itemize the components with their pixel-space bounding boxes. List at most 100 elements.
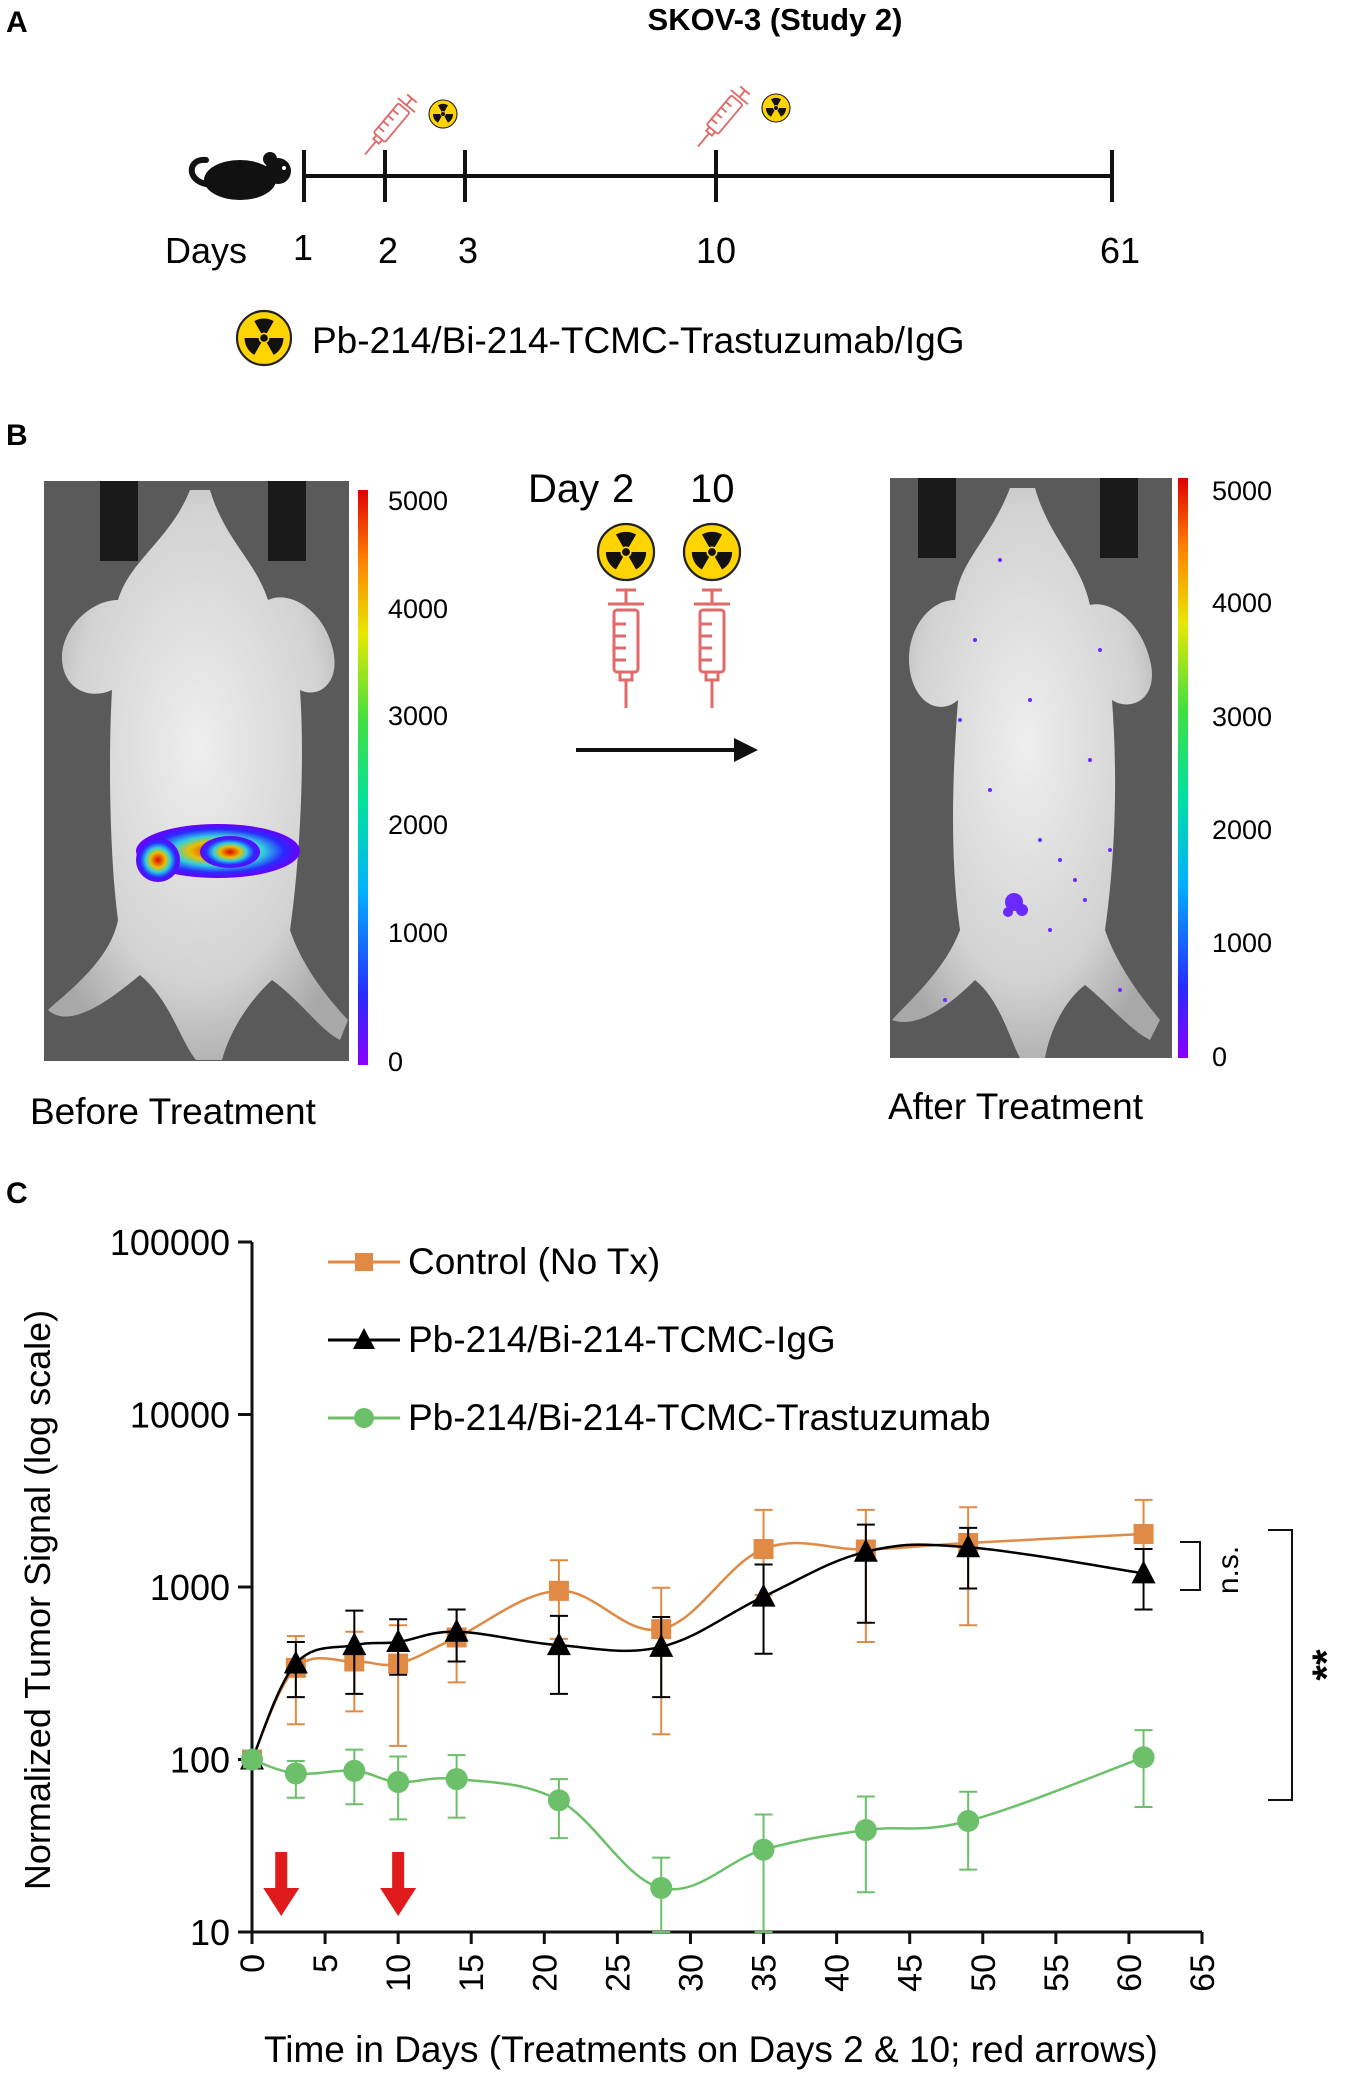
y-tick-label: 10000 <box>130 1395 230 1436</box>
data-point <box>548 1580 569 1601</box>
syringe-icon <box>606 588 646 710</box>
colorbar-label: 0 <box>388 1047 403 1077</box>
after-treatment-image <box>890 478 1172 1058</box>
data-point <box>1131 1560 1156 1584</box>
colorbar-label: 4000 <box>388 594 448 624</box>
x-tick-label: 35 <box>746 1954 784 1992</box>
x-tick-label: 15 <box>453 1954 491 1992</box>
x-tick-label: 0 <box>234 1954 272 1973</box>
plot-area: 10 100 1000 10000 100000 0 5 10 15 20 25 30 35 40 45 5… <box>110 1222 1222 1992</box>
panel-b: B 5000 4000 3000 2000 1000 0 Before Trea… <box>6 419 1272 1132</box>
radiation-icon <box>429 100 457 128</box>
treatment-arrow <box>275 1852 288 1894</box>
x-tick-label: 60 <box>1111 1954 1149 1992</box>
y-tick-label: 10 <box>190 1912 230 1953</box>
colorbar-label: 3000 <box>388 701 448 731</box>
panel-a-label: A <box>6 6 28 39</box>
treatment-arrow <box>392 1852 405 1894</box>
data-point <box>956 1534 981 1558</box>
series-triangle <box>240 1523 1156 1770</box>
data-point <box>752 1838 775 1861</box>
day-label: 1 <box>293 227 313 268</box>
treatment-schedule: Day 2 10 <box>528 467 758 762</box>
tumor-signal <box>200 836 260 868</box>
data-point <box>546 1632 571 1656</box>
x-tick-label: 55 <box>1038 1954 1076 1992</box>
timeline <box>302 150 1114 202</box>
x-tick-label: 20 <box>526 1954 564 1992</box>
x-tick-label: 45 <box>892 1954 930 1992</box>
tumor-signal <box>136 838 180 882</box>
panel-a: A SKOV-3 (Study 2) Days 1 2 3 10 61 <box>6 2 1140 365</box>
colorbar-label: 5000 <box>1212 476 1272 506</box>
data-point <box>1133 1523 1154 1544</box>
significance-double-star: ** <box>1268 1529 1349 1801</box>
treatment-arrow-head <box>380 1888 417 1916</box>
data-point <box>853 1538 878 1562</box>
significance-ns: n.s. <box>1180 1541 1245 1594</box>
data-point <box>444 1618 469 1642</box>
radiation-icon <box>598 524 654 580</box>
data-point <box>283 1650 308 1674</box>
before-colorbar: 5000 4000 3000 2000 1000 0 <box>358 486 448 1077</box>
colorbar-label: 4000 <box>1212 588 1272 618</box>
data-point <box>854 1819 877 1842</box>
day-label: 2 <box>378 230 398 271</box>
x-tick-label: 25 <box>599 1954 637 1992</box>
data-point <box>387 1771 410 1794</box>
treatment-arrows <box>263 1852 417 1916</box>
radiation-icon <box>237 311 291 365</box>
y-ticks: 10 100 1000 10000 100000 <box>110 1222 252 1953</box>
panel-a-title: SKOV-3 (Study 2) <box>648 2 903 37</box>
days-label: Days <box>165 230 247 271</box>
syringe-icon <box>692 588 732 710</box>
colorbar-label: 0 <box>1212 1042 1227 1072</box>
x-tick-label: 50 <box>965 1954 1003 1992</box>
day-label: 61 <box>1100 230 1140 271</box>
colorbar-label: 3000 <box>1212 702 1272 732</box>
legend-item-control: Control (No Tx) <box>328 1241 660 1282</box>
significance-bracket <box>1268 1529 1293 1801</box>
after-treatment-caption: After Treatment <box>888 1086 1144 1127</box>
day-label: 10 <box>696 230 736 271</box>
x-axis-title: Time in Days (Treatments on Days 2 & 10;… <box>264 2029 1158 2070</box>
before-treatment-caption: Before Treatment <box>30 1091 317 1132</box>
day-label: 3 <box>458 230 478 271</box>
data-point <box>753 1539 774 1560</box>
colorbar-label: 2000 <box>388 810 448 840</box>
x-tick-label: 5 <box>307 1954 345 1973</box>
legend-item-igg: Pb-214/Bi-214-TCMC-IgG <box>328 1319 836 1360</box>
legend-item-trastuzumab: Pb-214/Bi-214-TCMC-Trastuzumab <box>328 1397 991 1438</box>
before-treatment-image <box>44 481 349 1061</box>
significance-label: n.s. <box>1212 1546 1245 1594</box>
colorbar-label: 1000 <box>388 918 448 948</box>
treatment-arrow-head <box>263 1888 300 1916</box>
day-label: 2 <box>612 467 634 511</box>
data-point <box>957 1810 980 1833</box>
x-tick-label: 30 <box>672 1954 710 1992</box>
data-point <box>649 1633 674 1657</box>
y-tick-label: 100000 <box>110 1222 230 1263</box>
data-point <box>1132 1746 1155 1769</box>
series-line <box>250 1532 1144 1761</box>
radiation-icon <box>684 524 740 580</box>
data-point <box>284 1762 307 1785</box>
syringe-icon <box>355 90 422 163</box>
x-tick-label: 65 <box>1184 1954 1222 1992</box>
data-point <box>386 1628 411 1652</box>
y-tick-label: 100 <box>170 1740 230 1781</box>
series-line <box>250 1543 1144 1761</box>
data-point <box>445 1768 468 1791</box>
legend-label: Pb-214/Bi-214-TCMC-Trastuzumab <box>408 1397 991 1438</box>
y-tick-label: 1000 <box>150 1567 230 1608</box>
data-point <box>751 1583 776 1607</box>
significance-bracket <box>1180 1541 1201 1591</box>
legend-swatch-marker <box>353 1328 375 1349</box>
legend-swatch-marker <box>355 1253 373 1271</box>
panel-c: C Normalized Tumor Signal (log scale) 10… <box>6 1177 1349 2070</box>
x-ticks: 0 5 10 15 20 25 30 35 40 45 50 55 60 65 <box>234 1932 1222 1992</box>
series-square <box>242 1498 1154 1770</box>
after-colorbar: 5000 4000 3000 2000 1000 0 <box>1178 476 1272 1072</box>
radiation-icon <box>762 94 790 122</box>
